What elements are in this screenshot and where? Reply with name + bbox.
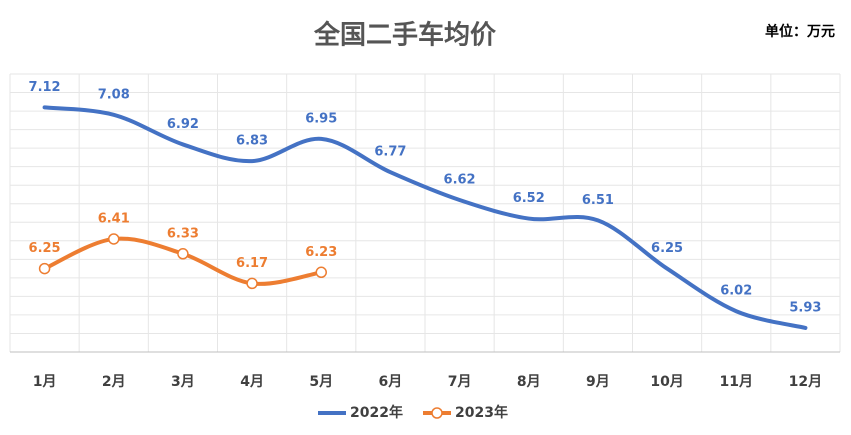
x-tick-label: 9月 (586, 374, 610, 390)
point-marker (315, 266, 327, 279)
x-tick-label: 1月 (33, 374, 57, 390)
x-tick-label: 10月 (650, 374, 683, 390)
point-marker (38, 262, 51, 275)
data-label: 6.02 (720, 284, 752, 299)
legend-label: 2023年 (455, 404, 508, 421)
data-label: 6.25 (651, 241, 683, 256)
x-tick-label: 7月 (448, 374, 472, 390)
data-label: 6.62 (444, 173, 476, 188)
data-label: 6.51 (582, 193, 614, 208)
legend-marker (431, 407, 443, 419)
data-label: 6.41 (98, 211, 130, 226)
x-tick-label: 4月 (240, 374, 264, 390)
data-label: 6.92 (167, 117, 199, 132)
x-tick-label: 3月 (171, 374, 195, 390)
point-marker (177, 248, 189, 260)
x-tick-label: 8月 (517, 374, 541, 390)
unit-label: 单位：万元 (765, 23, 835, 40)
data-label: 5.93 (789, 300, 821, 315)
data-label: 6.23 (305, 245, 337, 260)
x-tick-label: 5月 (309, 374, 333, 390)
x-tick-label: 12月 (789, 374, 822, 390)
x-tick-label: 2月 (102, 374, 126, 390)
data-label: 6.52 (513, 191, 545, 206)
point-marker (246, 277, 258, 290)
legend-label: 2022年 (350, 404, 403, 421)
data-label: 7.12 (29, 80, 61, 95)
x-tick-label: 6月 (379, 374, 403, 390)
chart-title: 全国二手车均价 (313, 20, 497, 51)
data-label: 6.33 (167, 226, 199, 241)
data-label: 6.77 (374, 145, 406, 160)
data-label: 6.83 (236, 134, 268, 149)
data-label: 6.95 (305, 111, 337, 126)
x-tick-label: 11月 (720, 374, 753, 390)
data-label: 6.17 (236, 256, 268, 271)
point-marker (108, 233, 120, 245)
series-line (42, 105, 808, 330)
data-label: 7.08 (98, 87, 130, 102)
data-label: 6.25 (29, 241, 61, 256)
series-line (42, 236, 324, 286)
